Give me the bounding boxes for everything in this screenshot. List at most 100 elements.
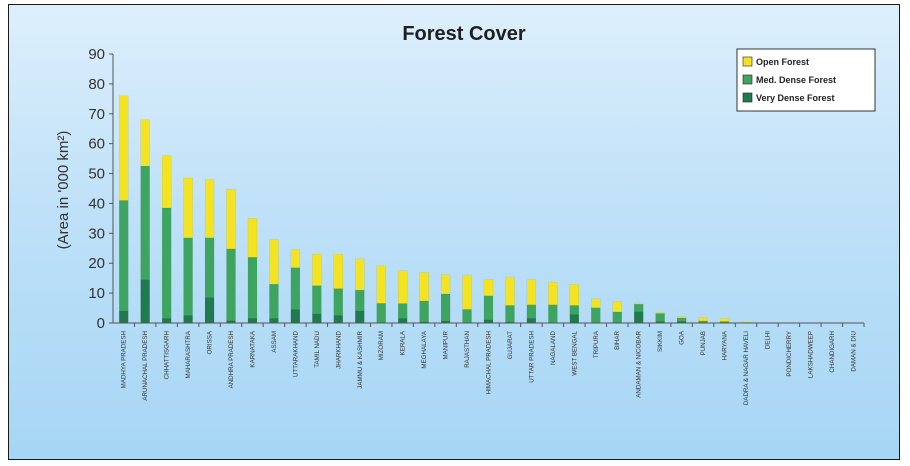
y-tick-label: 70 <box>88 106 105 123</box>
bar-segment <box>398 318 408 324</box>
bar-segment <box>462 309 472 323</box>
bar-segment <box>462 274 472 310</box>
bar-segment <box>634 311 644 324</box>
x-tick-label: JAMMU & KASHMIR <box>357 330 364 388</box>
bar-segment <box>569 305 579 315</box>
bar-segment <box>247 257 258 319</box>
bar-segment <box>569 314 579 324</box>
bar-segment <box>119 200 129 312</box>
bar-segment <box>161 155 172 209</box>
x-tick-label: UTTARAKHAND <box>292 330 299 376</box>
bar-segment <box>505 305 515 322</box>
bar-segment <box>119 95 129 201</box>
bar-segment <box>591 298 601 308</box>
bar-segment <box>398 303 408 319</box>
legend-swatch <box>742 56 753 67</box>
bar-segment <box>269 318 279 324</box>
bar-segment <box>548 282 558 305</box>
bar-segment <box>376 303 386 323</box>
x-tick-label: PONDICHERRY <box>786 331 793 377</box>
x-tick-label: ARUNACHAL PRADESH <box>142 331 149 401</box>
x-tick-label: MAHARASHTRA <box>185 330 192 378</box>
bar-segment <box>526 279 537 305</box>
y-tick-label: 10 <box>88 285 105 302</box>
bar-segment <box>398 270 408 304</box>
y-tick-label: 90 <box>88 46 105 63</box>
bar-segment <box>526 318 537 324</box>
legend: Open Forest Med. Dense Forest Very Dense F… <box>736 48 876 112</box>
bar-segment <box>612 301 622 313</box>
bar-segment <box>569 284 579 306</box>
x-tick-label: CHHATTISGARH <box>164 331 171 379</box>
bar-segment <box>719 318 730 322</box>
x-tick-label: DAMAN & DIU <box>850 331 857 372</box>
bar-segment <box>161 318 172 324</box>
bar-segment <box>355 258 365 291</box>
x-tick-label: DELHI <box>764 331 771 350</box>
bar-group <box>119 95 858 324</box>
x-tick-label: GOA <box>679 330 686 345</box>
bar-segment <box>376 265 386 304</box>
bar-segment <box>183 315 193 324</box>
bar-segment <box>440 274 451 295</box>
bar-segment <box>119 310 129 324</box>
bar-segment <box>355 310 365 324</box>
bar-segment <box>483 279 494 296</box>
x-tick-label: UTTAR PRADESH <box>528 331 535 383</box>
bar-segment <box>612 311 622 323</box>
y-tick-label: 30 <box>88 225 105 242</box>
bar-segment <box>290 309 301 324</box>
bar-segment <box>290 267 301 310</box>
bar-segment <box>333 315 343 324</box>
legend-swatch <box>742 92 753 103</box>
bar-segment <box>204 237 215 298</box>
x-tick-label: WEST BENGAL <box>571 330 578 375</box>
forest-cover-chart: Forest Cover (Area in '000 km²) 0 10 20 30 4… <box>55 23 876 405</box>
legend-label: Very Dense Forest <box>756 93 835 103</box>
y-tick-label: 0 <box>97 315 105 332</box>
y-tick-label: 20 <box>88 255 105 272</box>
x-axis: MADHYA PRADESH ARUNACHAL PRADESH CHHATTISG… <box>113 322 865 405</box>
bar-segment <box>419 300 429 322</box>
bar-segment <box>676 317 687 322</box>
bar-segment <box>226 188 236 250</box>
x-tick-label: LAKSHADWEEP <box>807 331 814 378</box>
x-tick-label: MEGHALAYA <box>421 330 428 368</box>
bar-segment <box>526 304 537 319</box>
bar-segment <box>140 165 150 280</box>
legend-label: Med. Dense Forest <box>756 75 836 85</box>
bar-segment <box>312 254 322 286</box>
y-tick-label: 60 <box>88 136 105 153</box>
bar-segment <box>591 307 601 323</box>
bar-segment <box>183 177 193 238</box>
bar-segment <box>333 254 343 289</box>
x-tick-label: DADRA & NAGAR HAVELI <box>743 331 750 405</box>
bar-segment <box>140 279 150 324</box>
y-axis: 0 10 20 30 40 50 60 70 80 90 <box>88 46 114 332</box>
x-tick-label: ORISSA <box>207 330 214 354</box>
bar-segment <box>290 249 301 268</box>
bar-segment <box>140 119 150 167</box>
bar-segment <box>312 313 322 324</box>
x-tick-label: CHANDIGARH <box>829 331 836 373</box>
bar-segment <box>312 285 322 315</box>
bar-segment <box>676 316 687 319</box>
bar-segment <box>226 248 236 321</box>
x-tick-label: HARYANA <box>722 330 729 360</box>
y-tick-label: 50 <box>88 166 105 183</box>
bar-segment <box>419 272 429 302</box>
x-tick-label: RAJASTHAN <box>464 331 471 368</box>
x-tick-label: ANDHRA PRADESH <box>228 331 235 388</box>
x-tick-label: PUNJAB <box>700 331 707 355</box>
x-tick-label: TRIPURA <box>593 330 600 358</box>
x-tick-label: MANIPUR <box>443 330 450 359</box>
x-tick-label: ANDAMAN & NICOBAR <box>636 330 643 397</box>
y-axis-label: (Area in '000 km²) <box>55 131 72 250</box>
bar-segment <box>247 218 258 258</box>
bar-segment <box>655 312 665 314</box>
bar-segment <box>548 304 558 323</box>
bar-segment <box>655 313 665 322</box>
bar-segment <box>634 302 644 305</box>
legend-swatch <box>742 74 753 85</box>
bar-segment <box>247 318 258 324</box>
